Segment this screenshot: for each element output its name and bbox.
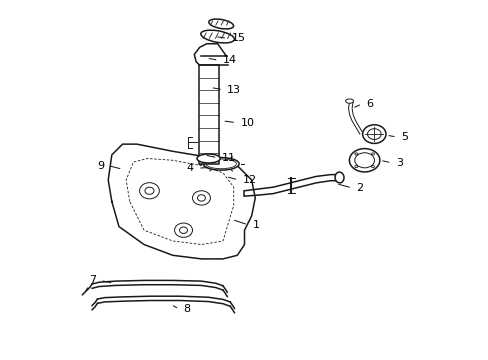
Ellipse shape [203, 158, 239, 170]
Text: 9: 9 [97, 161, 104, 171]
Text: 13: 13 [227, 85, 241, 95]
Text: 2: 2 [356, 183, 363, 193]
Text: 5: 5 [400, 132, 407, 142]
Text: 6: 6 [366, 99, 373, 109]
Ellipse shape [334, 172, 344, 183]
Text: 12: 12 [242, 175, 256, 185]
Ellipse shape [362, 125, 385, 143]
Text: 7: 7 [89, 275, 96, 285]
Text: 3: 3 [395, 158, 402, 168]
Ellipse shape [349, 149, 379, 172]
Ellipse shape [197, 154, 220, 163]
Text: 15: 15 [231, 33, 245, 43]
Text: 1: 1 [252, 220, 259, 230]
Text: 10: 10 [240, 118, 254, 128]
Polygon shape [108, 144, 255, 259]
Ellipse shape [201, 30, 234, 43]
Bar [198, 65, 218, 164]
Text: 14: 14 [223, 55, 237, 65]
Text: 4: 4 [186, 163, 193, 173]
Ellipse shape [208, 19, 233, 29]
Text: 8: 8 [183, 304, 190, 314]
Ellipse shape [345, 99, 353, 103]
Text: 11: 11 [222, 153, 235, 163]
